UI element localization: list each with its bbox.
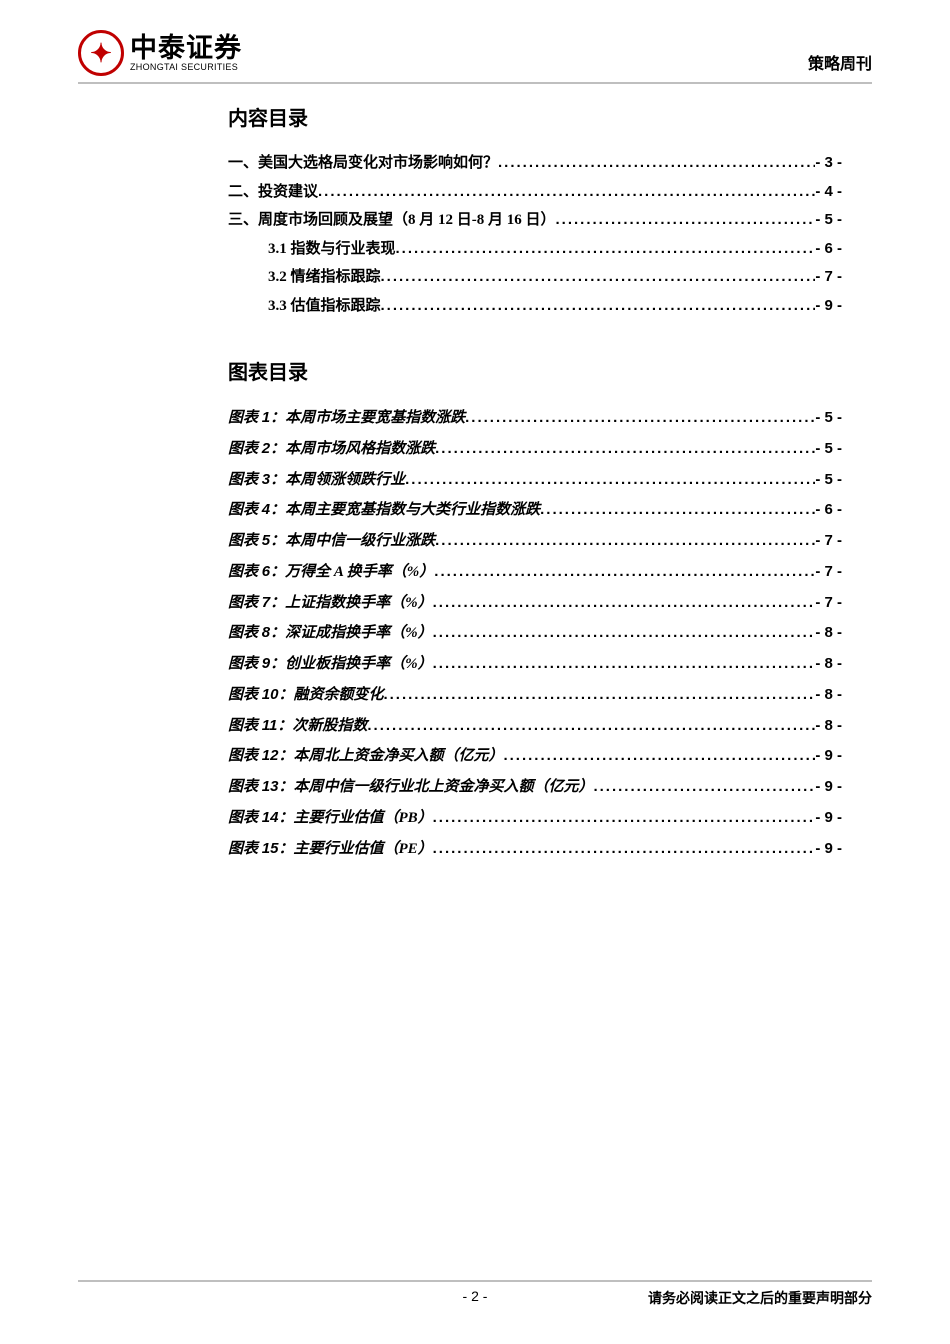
figure-entry[interactable]: 图表 1：本周市场主要宽基指数涨跌 - 5 - xyxy=(228,403,842,434)
figure-entry-page: - 9 - xyxy=(815,834,842,865)
toc-leader-dots xyxy=(498,149,815,178)
figure-entry-label: 图表 5：本周中信一级行业涨跌 xyxy=(228,526,435,557)
figure-entry-page: - 9 - xyxy=(815,741,842,772)
toc-entry-page: - 9 - xyxy=(815,292,842,321)
figure-entry-label: 图表 10：融资余额变化 xyxy=(228,680,383,711)
figure-entry-label: 图表 11：次新股指数 xyxy=(228,711,367,742)
toc-leader-dots xyxy=(318,178,815,207)
toc-entry[interactable]: 3.1 指数与行业表现 - 6 - xyxy=(268,235,842,264)
toc-entry[interactable]: 3.3 估值指标跟踪 - 9 - xyxy=(268,292,842,321)
figure-entry-label: 图表 1：本周市场主要宽基指数涨跌 xyxy=(228,403,465,434)
figure-entry-page: - 8 - xyxy=(815,680,842,711)
figure-leader-dots xyxy=(433,803,816,834)
figure-entry[interactable]: 图表 4：本周主要宽基指数与大类行业指数涨跌 - 6 - xyxy=(228,495,842,526)
figure-leader-dots xyxy=(435,526,815,557)
figure-entry[interactable]: 图表 15：主要行业估值（PE） - 9 - xyxy=(228,834,842,865)
company-logo: ✦ 中泰证券 ZHONGTAI SECURITIES xyxy=(78,30,242,76)
toc-entry-page: - 7 - xyxy=(815,263,842,292)
logo-icon: ✦ xyxy=(78,30,124,76)
figure-entry-label: 图表 15：主要行业估值（PE） xyxy=(228,834,433,865)
figure-entry[interactable]: 图表 5：本周中信一级行业涨跌 - 7 - xyxy=(228,526,842,557)
figure-entry[interactable]: 图表 8：深证成指换手率（%） - 8 - xyxy=(228,618,842,649)
figure-leader-dots xyxy=(383,680,815,711)
figure-entry[interactable]: 图表 3：本周领涨领跌行业 - 5 - xyxy=(228,465,842,496)
toc-entry-label: 3.3 估值指标跟踪 xyxy=(268,292,381,321)
toc-entry-label: 3.1 指数与行业表现 xyxy=(268,235,396,264)
figure-leader-dots xyxy=(433,618,816,649)
toc-entry[interactable]: 一、美国大选格局变化对市场影响如何？ - 3 - xyxy=(228,149,842,178)
figure-entry-label: 图表 12：本周北上资金净买入额（亿元） xyxy=(228,741,503,772)
page-footer: - 2 - 请务必阅读正文之后的重要声明部分 xyxy=(78,1280,872,1308)
figures-list: 图表 1：本周市场主要宽基指数涨跌 - 5 -图表 2：本周市场风格指数涨跌 -… xyxy=(228,403,842,864)
toc-entry-page: - 5 - xyxy=(815,206,842,235)
figure-leader-dots xyxy=(465,403,815,434)
figure-entry-label: 图表 7：上证指数换手率（%） xyxy=(228,588,433,619)
figure-entry-label: 图表 9：创业板指换手率（%） xyxy=(228,649,433,680)
toc-entry[interactable]: 3.2 情绪指标跟踪 - 7 - xyxy=(268,263,842,292)
figure-entry-page: - 9 - xyxy=(815,803,842,834)
toc-entry-page: - 4 - xyxy=(815,178,842,207)
toc-leader-dots xyxy=(381,263,816,292)
toc-entry-label: 三、周度市场回顾及展望（8 月 12 日-8 月 16 日） xyxy=(228,206,556,235)
toc-entry-label: 二、投资建议 xyxy=(228,178,318,207)
figure-entry-page: - 5 - xyxy=(815,465,842,496)
toc-entry-label: 3.2 情绪指标跟踪 xyxy=(268,263,381,292)
page-content: 内容目录 一、美国大选格局变化对市场影响如何？- 3 -二、投资建议- 4 -三… xyxy=(228,102,842,864)
figures-title: 图表目录 xyxy=(228,356,842,385)
figure-entry[interactable]: 图表 9：创业板指换手率（%） - 8 - xyxy=(228,649,842,680)
figure-leader-dots xyxy=(433,588,816,619)
figure-entry-label: 图表 4：本周主要宽基指数与大类行业指数涨跌 xyxy=(228,495,540,526)
figure-entry-label: 图表 8：深证成指换手率（%） xyxy=(228,618,433,649)
figure-entry-page: - 5 - xyxy=(815,434,842,465)
toc-entry-label: 一、美国大选格局变化对市场影响如何？ xyxy=(228,149,498,178)
figure-entry[interactable]: 图表 2：本周市场风格指数涨跌 - 5 - xyxy=(228,434,842,465)
figure-entry-page: - 8 - xyxy=(815,649,842,680)
figure-entry-page: - 7 - xyxy=(815,526,842,557)
toc-entry[interactable]: 三、周度市场回顾及展望（8 月 12 日-8 月 16 日） - 5 - xyxy=(228,206,842,235)
figure-entry-page: - 8 - xyxy=(815,618,842,649)
figure-leader-dots xyxy=(503,741,815,772)
figure-entry-page: - 7 - xyxy=(815,557,842,588)
figure-leader-dots xyxy=(405,465,815,496)
figure-entry-label: 图表 6：万得全 A 换手率（%） xyxy=(228,557,434,588)
figure-entry-page: - 9 - xyxy=(815,772,842,803)
figure-leader-dots xyxy=(433,834,816,865)
figure-entry-page: - 8 - xyxy=(815,711,842,742)
logo-text-en: ZHONGTAI SECURITIES xyxy=(130,62,242,72)
page-number: - 2 - xyxy=(463,1288,488,1304)
toc-leader-dots xyxy=(396,235,816,264)
figure-entry[interactable]: 图表 6：万得全 A 换手率（%） - 7 - xyxy=(228,557,842,588)
logo-text-cn: 中泰证券 xyxy=(130,34,242,62)
toc-entry-page: - 6 - xyxy=(815,235,842,264)
page-header: ✦ 中泰证券 ZHONGTAI SECURITIES 策略周刊 xyxy=(78,30,872,84)
header-doc-type: 策略周刊 xyxy=(808,50,872,74)
figure-entry[interactable]: 图表 14：主要行业估值（PB） - 9 - xyxy=(228,803,842,834)
figure-entry[interactable]: 图表 11：次新股指数 - 8 - xyxy=(228,711,842,742)
figure-leader-dots xyxy=(435,434,815,465)
figure-entry-page: - 6 - xyxy=(815,495,842,526)
figure-leader-dots xyxy=(434,557,815,588)
figure-leader-dots xyxy=(593,772,815,803)
footer-disclaimer: 请务必阅读正文之后的重要声明部分 xyxy=(648,1288,872,1308)
figure-entry-page: - 5 - xyxy=(815,403,842,434)
logo-glyph: ✦ xyxy=(90,38,112,69)
figure-entry-label: 图表 14：主要行业估值（PB） xyxy=(228,803,433,834)
figure-entry[interactable]: 图表 7：上证指数换手率（%） - 7 - xyxy=(228,588,842,619)
figure-entry[interactable]: 图表 10：融资余额变化 - 8 - xyxy=(228,680,842,711)
toc-list: 一、美国大选格局变化对市场影响如何？- 3 -二、投资建议- 4 -三、周度市场… xyxy=(228,149,842,320)
toc-entry[interactable]: 二、投资建议 - 4 - xyxy=(228,178,842,207)
figure-entry-label: 图表 2：本周市场风格指数涨跌 xyxy=(228,434,435,465)
toc-leader-dots xyxy=(556,206,816,235)
figure-entry-page: - 7 - xyxy=(815,588,842,619)
toc-leader-dots xyxy=(381,292,816,321)
figure-entry[interactable]: 图表 13：本周中信一级行业北上资金净买入额（亿元） - 9 - xyxy=(228,772,842,803)
toc-entry-page: - 3 - xyxy=(815,149,842,178)
figure-entry[interactable]: 图表 12：本周北上资金净买入额（亿元） - 9 - xyxy=(228,741,842,772)
figure-entry-label: 图表 13：本周中信一级行业北上资金净买入额（亿元） xyxy=(228,772,593,803)
figure-entry-label: 图表 3：本周领涨领跌行业 xyxy=(228,465,405,496)
figure-leader-dots xyxy=(367,711,815,742)
toc-title: 内容目录 xyxy=(228,102,842,131)
figure-leader-dots xyxy=(540,495,815,526)
figure-leader-dots xyxy=(433,649,816,680)
